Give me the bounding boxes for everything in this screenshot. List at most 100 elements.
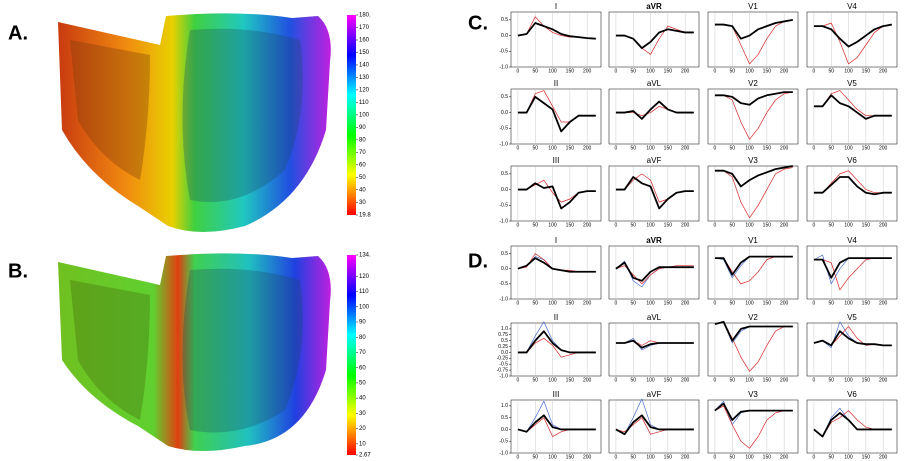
colorbar-tick-label: 70 bbox=[359, 350, 366, 356]
x-tick-label: 150 bbox=[763, 454, 772, 460]
x-tick-label: 100 bbox=[844, 300, 853, 306]
ecg-line bbox=[813, 412, 892, 438]
y-tick-label: 0.0 bbox=[501, 427, 508, 433]
y-tick-label: -1.0 bbox=[499, 218, 508, 224]
colorbar-tick-label: 2.67 bbox=[359, 453, 371, 459]
y-tick-label: 1.0 bbox=[501, 326, 508, 332]
colorbar-tick-label: 60 bbox=[359, 162, 366, 168]
x-tick-label: 0 bbox=[813, 377, 816, 383]
x-tick-label: 100 bbox=[844, 222, 853, 228]
ecg-line bbox=[714, 91, 793, 106]
ecg-line bbox=[813, 257, 892, 279]
colorbar-tick-label: 30 bbox=[359, 411, 366, 417]
x-tick-label: 50 bbox=[729, 222, 735, 228]
x-tick-label: 150 bbox=[664, 377, 673, 383]
x-tick-label: 100 bbox=[745, 377, 754, 383]
x-tick-label: 0 bbox=[813, 454, 816, 460]
x-tick-label: 0 bbox=[517, 454, 520, 460]
plot-area bbox=[806, 245, 898, 300]
panel-title: V2 bbox=[748, 313, 758, 322]
colorbar bbox=[347, 255, 356, 455]
x-tick-label: 200 bbox=[681, 222, 690, 228]
x-tick-label: 150 bbox=[862, 454, 871, 460]
ecg-line bbox=[813, 22, 892, 65]
x-tick-label: 50 bbox=[729, 68, 735, 74]
x-tick-label: 100 bbox=[646, 68, 655, 74]
plot-area bbox=[707, 165, 799, 222]
x-tick-label: 50 bbox=[532, 377, 538, 383]
x-tick-label: 0 bbox=[714, 222, 717, 228]
ecg-line bbox=[615, 339, 694, 349]
panel-title: II bbox=[554, 79, 558, 88]
x-tick-label: 0 bbox=[813, 300, 816, 306]
ecg-line bbox=[615, 176, 694, 210]
plot-area bbox=[806, 11, 898, 68]
y-tick-label: 0.5 bbox=[501, 94, 508, 100]
x-tick-label: 100 bbox=[646, 300, 655, 306]
colorbar-tick-label: 40 bbox=[359, 396, 366, 402]
y-tick-label: 0.0 bbox=[501, 266, 508, 272]
colorbar-tick-label: 50 bbox=[359, 175, 366, 181]
x-tick-label: 50 bbox=[532, 68, 538, 74]
x-tick-label: 100 bbox=[548, 145, 557, 151]
plot-area bbox=[806, 399, 898, 454]
colorbar-tick-label: 19.8 bbox=[359, 213, 371, 219]
panel-title: V4 bbox=[847, 2, 857, 11]
colorbar-tick-label: 140 bbox=[359, 63, 370, 69]
x-tick-label: 100 bbox=[745, 68, 754, 74]
x-tick-label: 50 bbox=[532, 222, 538, 228]
ecg-line bbox=[714, 402, 793, 421]
x-tick-label: 100 bbox=[745, 222, 754, 228]
x-tick-label: 150 bbox=[763, 222, 772, 228]
x-tick-label: 100 bbox=[646, 377, 655, 383]
x-tick-label: 100 bbox=[745, 145, 754, 151]
panel-title: II bbox=[554, 313, 558, 322]
x-tick-label: 50 bbox=[630, 145, 636, 151]
y-tick-label: -1.0 bbox=[499, 373, 508, 379]
x-tick-label: 100 bbox=[548, 68, 557, 74]
panel-title: V6 bbox=[847, 156, 857, 165]
plot-area bbox=[707, 399, 799, 454]
x-tick-label: 50 bbox=[729, 145, 735, 151]
ecg-line bbox=[714, 167, 793, 219]
y-tick-label: 0.25 bbox=[498, 344, 508, 350]
colorbar-tick-label: 120 bbox=[359, 274, 370, 280]
x-tick-label: 150 bbox=[566, 377, 575, 383]
x-tick-label: 0 bbox=[615, 377, 618, 383]
x-tick-label: 150 bbox=[862, 145, 871, 151]
ecg-line bbox=[813, 330, 892, 347]
y-tick-label: -0.5 bbox=[499, 281, 508, 287]
x-tick-label: 200 bbox=[780, 222, 789, 228]
panel-title: I bbox=[555, 236, 557, 245]
panel-title: V3 bbox=[748, 156, 758, 165]
y-tick-label: 1.0 bbox=[501, 403, 508, 409]
x-tick-label: 150 bbox=[763, 377, 772, 383]
ecg-line bbox=[813, 176, 892, 196]
ecg-line bbox=[714, 255, 793, 276]
x-tick-label: 200 bbox=[879, 454, 888, 460]
y-tick-label: 0.5 bbox=[501, 17, 508, 23]
panel-title: aVL bbox=[647, 79, 662, 88]
x-tick-label: 50 bbox=[630, 377, 636, 383]
x-tick-label: 200 bbox=[681, 145, 690, 151]
colorbar-tick-label: 110 bbox=[359, 100, 369, 106]
x-tick-label: 100 bbox=[646, 145, 655, 151]
ecg-line bbox=[615, 261, 694, 282]
colorbar-tick-label: 40 bbox=[359, 187, 366, 193]
ecg-line bbox=[813, 23, 892, 48]
plot-area bbox=[510, 322, 602, 377]
y-tick-label: -1.0 bbox=[499, 450, 508, 456]
plot-area bbox=[707, 322, 799, 377]
x-tick-label: 50 bbox=[828, 377, 834, 383]
x-tick-label: 200 bbox=[583, 68, 592, 74]
colorbar-tick-label: 134. bbox=[359, 253, 371, 259]
ecg-line bbox=[517, 182, 596, 210]
x-tick-label: 200 bbox=[583, 145, 592, 151]
y-tick-label: 0.0 bbox=[501, 187, 508, 193]
x-tick-label: 200 bbox=[681, 454, 690, 460]
x-tick-label: 150 bbox=[763, 145, 772, 151]
ecg-line bbox=[714, 91, 793, 140]
x-tick-label: 150 bbox=[566, 454, 575, 460]
